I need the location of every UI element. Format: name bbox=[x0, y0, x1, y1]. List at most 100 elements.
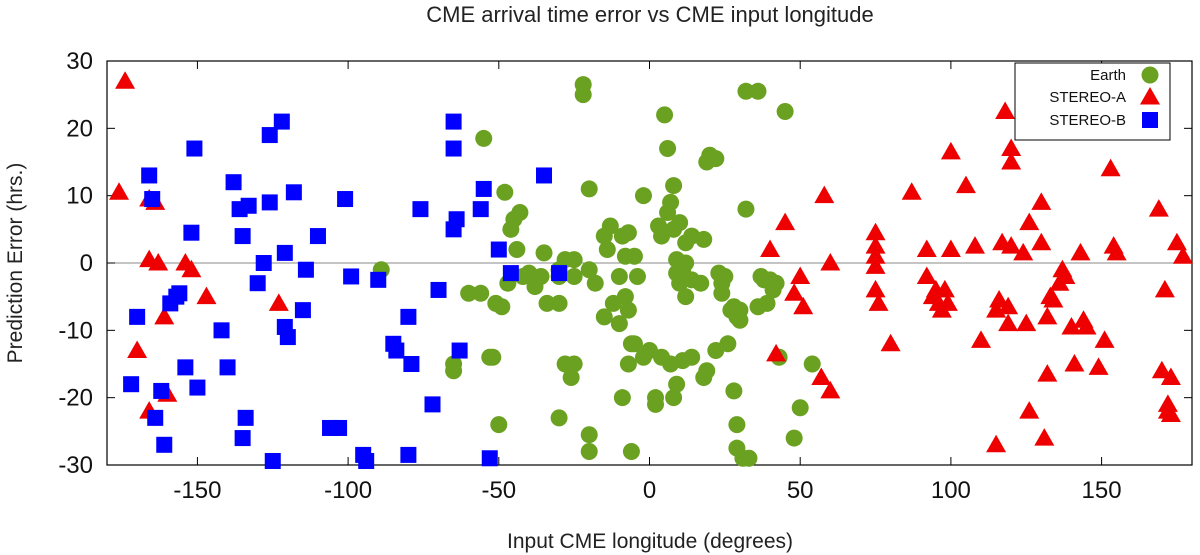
data-point-triangle bbox=[865, 246, 886, 264]
x-tick-label: -150 bbox=[173, 477, 221, 504]
data-point-square bbox=[412, 201, 429, 218]
data-point-triangle bbox=[937, 293, 958, 311]
data-point-circle bbox=[758, 294, 776, 312]
data-point-circle bbox=[574, 86, 592, 104]
data-point-triangle bbox=[1100, 158, 1121, 177]
data-point-square bbox=[472, 201, 489, 218]
data-point-triangle bbox=[115, 71, 136, 89]
data-point-circle bbox=[716, 267, 734, 285]
data-point-triangle bbox=[971, 330, 992, 348]
data-point-triangle bbox=[1037, 306, 1058, 325]
data-point-circle bbox=[475, 129, 493, 147]
data-point-circle bbox=[619, 355, 637, 373]
data-point-square bbox=[331, 419, 348, 436]
data-point-square bbox=[448, 211, 465, 228]
data-point-circle bbox=[601, 217, 619, 235]
data-point-square bbox=[213, 322, 230, 339]
data-point-circle bbox=[767, 274, 785, 292]
x-tick-label: -100 bbox=[324, 477, 372, 504]
data-point-square bbox=[279, 329, 296, 346]
data-point-triangle bbox=[1019, 212, 1040, 231]
chart-title: CME arrival time error vs CME input long… bbox=[426, 2, 873, 27]
data-point-circle bbox=[562, 368, 580, 386]
data-point-triangle bbox=[916, 266, 937, 284]
data-point-square bbox=[186, 140, 203, 157]
legend-label-stereo-b: STEREO-B bbox=[1049, 112, 1126, 129]
data-point-square bbox=[177, 359, 194, 376]
data-point-square bbox=[490, 241, 507, 258]
data-point-circle bbox=[460, 284, 478, 302]
data-point-square bbox=[400, 308, 417, 325]
data-point-triangle bbox=[1160, 404, 1181, 422]
data-point-triangle bbox=[1055, 266, 1076, 284]
data-point-triangle bbox=[940, 141, 961, 160]
data-point-circle bbox=[692, 274, 710, 292]
data-point-circle bbox=[647, 395, 665, 413]
data-point-square bbox=[445, 113, 462, 130]
data-point-triangle bbox=[901, 182, 922, 200]
data-point-circle bbox=[803, 355, 821, 373]
data-point-circle bbox=[550, 294, 568, 312]
data-point-triangle bbox=[986, 434, 1007, 453]
data-point-circle bbox=[776, 103, 794, 120]
data-point-circle bbox=[737, 82, 755, 100]
data-point-square bbox=[451, 342, 468, 359]
data-point-circle bbox=[619, 224, 637, 242]
data-point-triangle bbox=[1076, 316, 1097, 335]
data-point-square bbox=[156, 436, 173, 453]
data-point-square bbox=[264, 453, 281, 469]
series-stereo-a bbox=[109, 71, 1193, 453]
data-point-circle bbox=[595, 308, 613, 326]
data-point-triangle bbox=[1037, 364, 1058, 382]
data-point-circle bbox=[565, 267, 583, 285]
data-point-triangle bbox=[1001, 138, 1022, 157]
x-axis-label: Input CME longitude (degrees) bbox=[507, 530, 793, 553]
data-point-circle bbox=[737, 200, 755, 218]
data-point-triangle bbox=[998, 313, 1019, 332]
data-point-circle bbox=[665, 177, 683, 195]
data-point-circle bbox=[526, 278, 544, 296]
data-point-circle bbox=[625, 247, 643, 265]
data-point-circle bbox=[656, 106, 674, 124]
data-point-square bbox=[219, 359, 236, 376]
data-point-circle bbox=[665, 389, 683, 407]
x-tick-label: 50 bbox=[787, 477, 814, 504]
data-point-circle bbox=[493, 298, 511, 316]
data-point-square bbox=[430, 281, 447, 298]
data-point-square bbox=[171, 285, 188, 302]
y-tick-label: 30 bbox=[66, 48, 93, 75]
data-point-circle bbox=[628, 267, 646, 285]
data-point-square bbox=[294, 302, 311, 319]
data-point-triangle bbox=[1070, 242, 1091, 261]
data-point-triangle bbox=[1034, 428, 1055, 446]
data-point-circle bbox=[698, 153, 716, 171]
data-point-square bbox=[141, 167, 158, 184]
data-point-circle bbox=[695, 230, 713, 248]
data-point-square bbox=[502, 265, 519, 282]
legend: Earth STEREO-A STEREO-B bbox=[1014, 62, 1171, 141]
data-point-circle bbox=[565, 251, 583, 269]
data-point-circle bbox=[625, 335, 643, 353]
data-point-triangle bbox=[868, 293, 889, 311]
data-point-circle bbox=[490, 416, 508, 434]
data-point-circle bbox=[580, 180, 598, 198]
data-point-triangle bbox=[934, 279, 955, 298]
data-point-circle bbox=[683, 348, 701, 366]
data-point-triangle bbox=[196, 286, 217, 305]
x-tick-label: -50 bbox=[481, 477, 516, 504]
data-point-square bbox=[337, 191, 354, 208]
data-point-circle bbox=[791, 399, 809, 417]
data-point-square bbox=[261, 194, 278, 211]
data-point-circle bbox=[634, 348, 652, 366]
data-point-circle bbox=[619, 301, 637, 319]
data-point-triangle bbox=[127, 340, 148, 359]
data-point-triangle bbox=[1106, 242, 1127, 261]
data-point-circle bbox=[713, 284, 731, 302]
data-point-triangle bbox=[1157, 394, 1178, 412]
data-point-square bbox=[129, 308, 146, 325]
data-point-circle bbox=[728, 416, 746, 434]
data-point-triangle bbox=[1172, 246, 1193, 264]
data-point-triangle bbox=[148, 253, 169, 271]
data-point-square bbox=[273, 113, 290, 130]
